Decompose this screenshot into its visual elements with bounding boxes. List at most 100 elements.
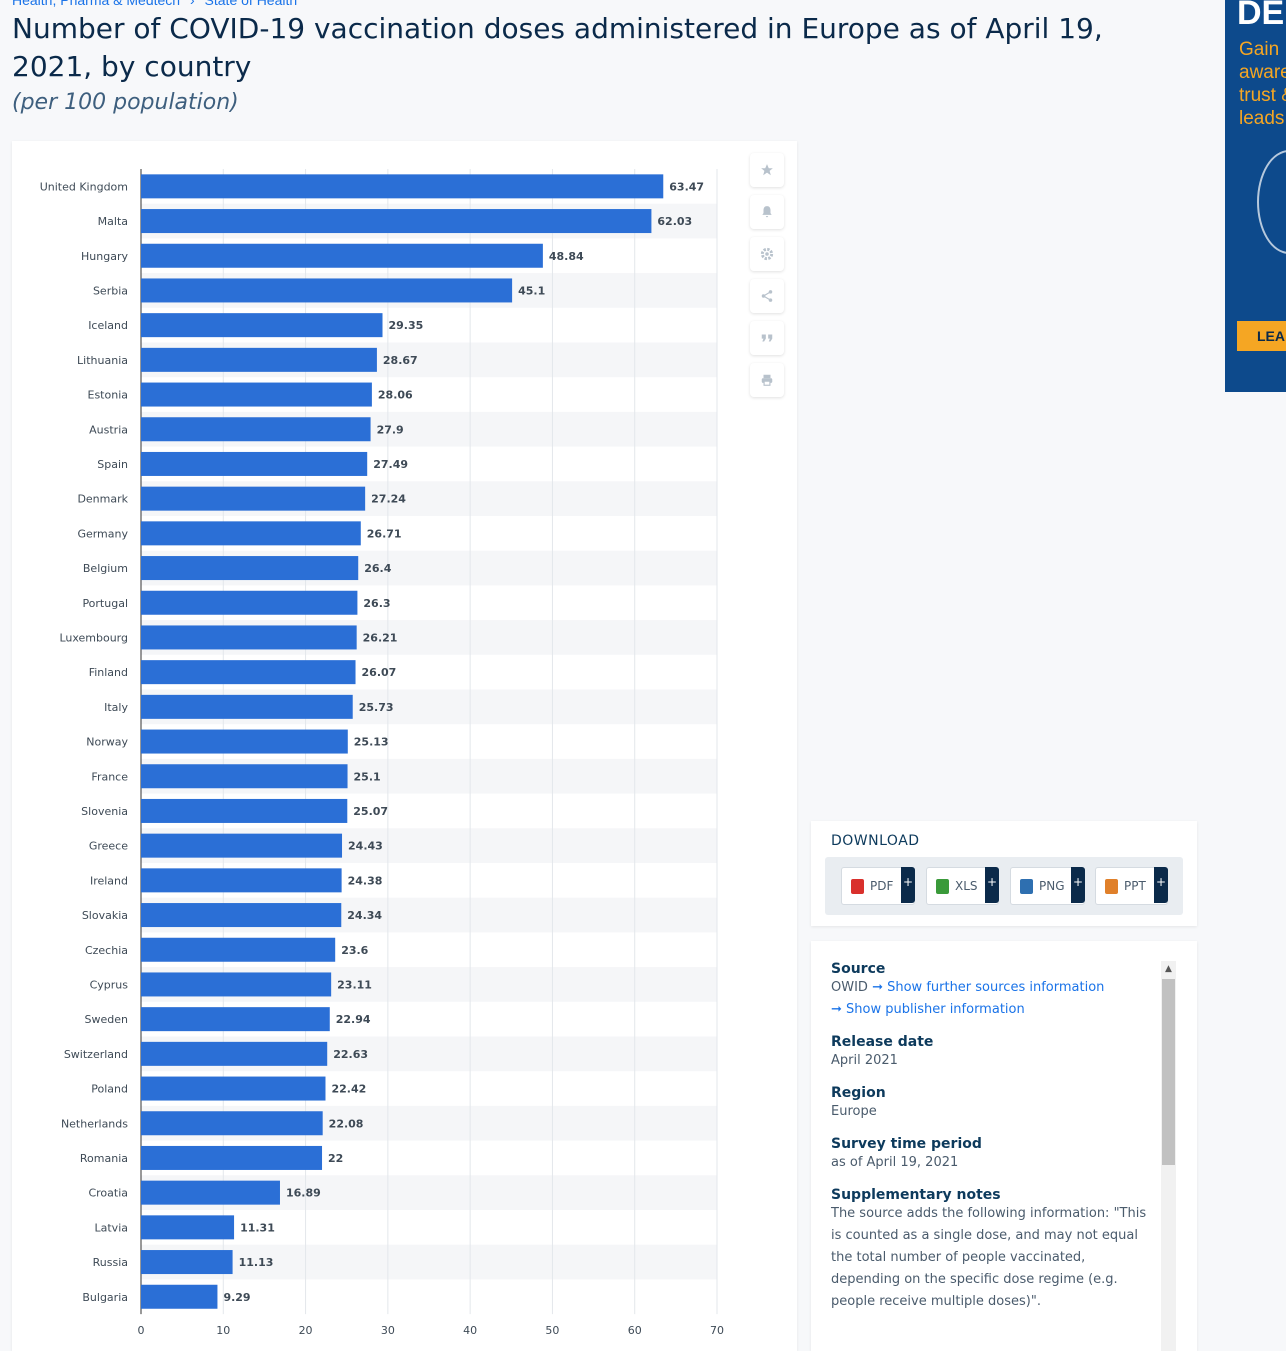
value-label: 25.1 [354,770,381,783]
bar-slovenia [141,798,348,823]
breadcrumb-link-health[interactable]: Health, Pharma & Medtech [12,0,181,8]
value-label: 45.1 [518,284,545,297]
category-label: Bulgaria [82,1291,128,1304]
download-pdf-button[interactable]: PDF + [841,867,915,905]
category-label: Denmark [77,493,128,506]
plus-icon: + [901,867,915,903]
source-value: OWID [831,980,868,995]
release-date-value: April 2021 [831,1053,898,1068]
x-tick-label: 30 [381,1324,395,1337]
notification-button[interactable] [750,195,784,229]
bar-chart: United Kingdom 63.47 Malta 62.03 Hungary 48.8… [40,169,724,1337]
chart-toolbar [750,153,784,405]
settings-button[interactable] [750,237,784,271]
value-label: 27.49 [373,458,408,471]
category-label: Greece [89,840,128,853]
cite-button[interactable] [750,321,784,355]
value-label: 62.03 [657,215,692,228]
bar-lithuania [141,347,377,372]
value-label: 22.63 [333,1048,368,1061]
x-tick-label: 20 [299,1324,313,1337]
bar-malta [141,209,652,234]
category-label: Germany [77,527,128,540]
row-stripe [141,1244,717,1280]
download-xls-label: XLS [955,879,978,893]
scroll-thumb[interactable] [1162,979,1175,1165]
share-button[interactable] [750,279,784,313]
download-png-label: PNG [1039,879,1065,893]
chart-card: United Kingdom 63.47 Malta 62.03 Hungary 48.8… [12,141,797,1351]
x-tick-label: 60 [628,1324,642,1337]
value-label: 22.08 [329,1117,364,1130]
supplementary-notes-label: Supplementary notes [831,1187,1001,1203]
category-label: Latvia [95,1221,129,1234]
info-scrollbar[interactable]: ▲ [1161,961,1176,1351]
value-label: 48.84 [549,250,584,263]
download-ppt-label: PPT [1124,879,1146,893]
show-sources-link[interactable]: ➞ Show further sources information [872,980,1105,995]
category-label: Hungary [81,250,128,263]
x-tick-label: 0 [138,1324,145,1337]
download-png-button[interactable]: PNG + [1010,867,1085,905]
scroll-up-icon[interactable]: ▲ [1165,964,1172,974]
value-label: 23.6 [341,944,368,957]
value-label: 25.73 [359,701,394,714]
value-label: 22.94 [336,1013,371,1026]
category-label: Malta [98,215,128,228]
category-label: Sweden [85,1013,128,1026]
plus-icon: + [1154,867,1168,903]
value-label: 22.42 [331,1083,366,1096]
x-tick-label: 70 [710,1324,724,1337]
print-button[interactable] [750,363,784,397]
x-tick-label: 40 [463,1324,477,1337]
bar-finland [141,660,356,685]
ad-heading: DE [1237,0,1285,32]
download-xls-button[interactable]: XLS + [926,867,999,905]
favorite-button[interactable] [750,153,784,187]
category-label: Luxembourg [59,631,128,644]
category-label: Norway [86,736,128,749]
page-subtitle: (per 100 population) [12,90,239,115]
category-label: Portugal [82,597,128,610]
category-label: Lithuania [77,354,128,367]
release-date-label: Release date [831,1034,934,1050]
category-label: Poland [91,1083,128,1096]
source-value-row: OWID ➞ Show further sources information [831,977,1153,999]
bar-italy [141,694,353,719]
download-pdf-label: PDF [870,879,894,893]
bar-estonia [141,382,372,407]
value-label: 11.13 [239,1256,274,1269]
advertisement-banner[interactable]: DE Gain awareness, trust & leads LEA [1225,0,1286,392]
source-info-panel: Source OWID ➞ Show further sources infor… [811,941,1197,1351]
quote-icon [761,334,773,342]
source-label: Source [831,961,886,977]
bar-latvia [141,1215,235,1240]
breadcrumb-link-state-of-health[interactable]: State of Health [204,0,298,8]
bar-slovakia [141,903,342,928]
category-label: Russia [93,1256,128,1269]
bar-bulgaria [141,1284,218,1309]
category-label: Switzerland [64,1048,128,1061]
page-title: Number of COVID-19 vaccination doses adm… [12,12,1103,83]
breadcrumb: Health, Pharma & Medtech › State of Heal… [12,0,303,8]
plus-icon: + [1071,867,1085,903]
bar-greece [141,833,343,858]
show-publisher-link[interactable]: ➞ Show publisher information [831,1002,1025,1017]
category-label: Spain [97,458,128,471]
value-label: 27.9 [377,423,404,436]
bar-sweden [141,1007,330,1032]
region-label: Region [831,1085,886,1101]
value-label: 11.31 [240,1221,275,1234]
bar-netherlands [141,1111,323,1136]
ad-learn-more-button[interactable]: LEA [1237,321,1286,351]
bar-hungary [141,243,543,268]
category-label: Czechia [85,944,128,957]
x-tick-label: 10 [216,1324,230,1337]
ad-text: Gain awareness, trust & leads [1239,39,1286,129]
download-bar: PDF + XLS + PNG + PPT + [825,857,1183,915]
print-icon [761,374,773,386]
bell-icon [762,206,772,218]
bar-iceland [141,313,383,338]
download-ppt-button[interactable]: PPT + [1095,867,1168,905]
bar-norway [141,729,348,754]
